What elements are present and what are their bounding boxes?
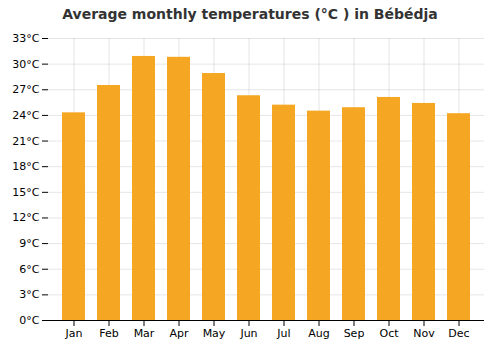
svg-text:0°C: 0°C [19,314,39,327]
svg-text:Apr: Apr [169,327,189,340]
svg-text:May: May [203,327,226,340]
svg-text:Jun: Jun [239,327,257,340]
svg-text:3°C: 3°C [19,288,39,301]
svg-text:18°C: 18°C [12,160,39,173]
svg-text:Dec: Dec [448,327,469,340]
svg-text:6°C: 6°C [19,263,39,276]
svg-text:12°C: 12°C [12,211,39,224]
svg-text:Sep: Sep [344,327,365,340]
svg-text:24°C: 24°C [12,109,39,122]
svg-text:21°C: 21°C [12,135,39,148]
svg-text:15°C: 15°C [12,186,39,199]
svg-text:Oct: Oct [379,327,399,340]
html-text:Average monthly temperatures (: Average monthly temperatures (°C ) in Bé… [62,6,438,22]
svg-text:Feb: Feb [99,327,118,340]
svg-text:33°C: 33°C [12,32,39,45]
svg-text:Jul: Jul [276,327,290,340]
svg-text:9°C: 9°C [19,237,39,250]
svg-text:Jan: Jan [65,327,83,340]
svg-text:Mar: Mar [134,327,155,340]
svg-text:30°C: 30°C [12,58,39,71]
svg-text:27°C: 27°C [12,83,39,96]
svg-text:Aug: Aug [308,327,329,340]
svg-text:Nov: Nov [413,327,435,340]
